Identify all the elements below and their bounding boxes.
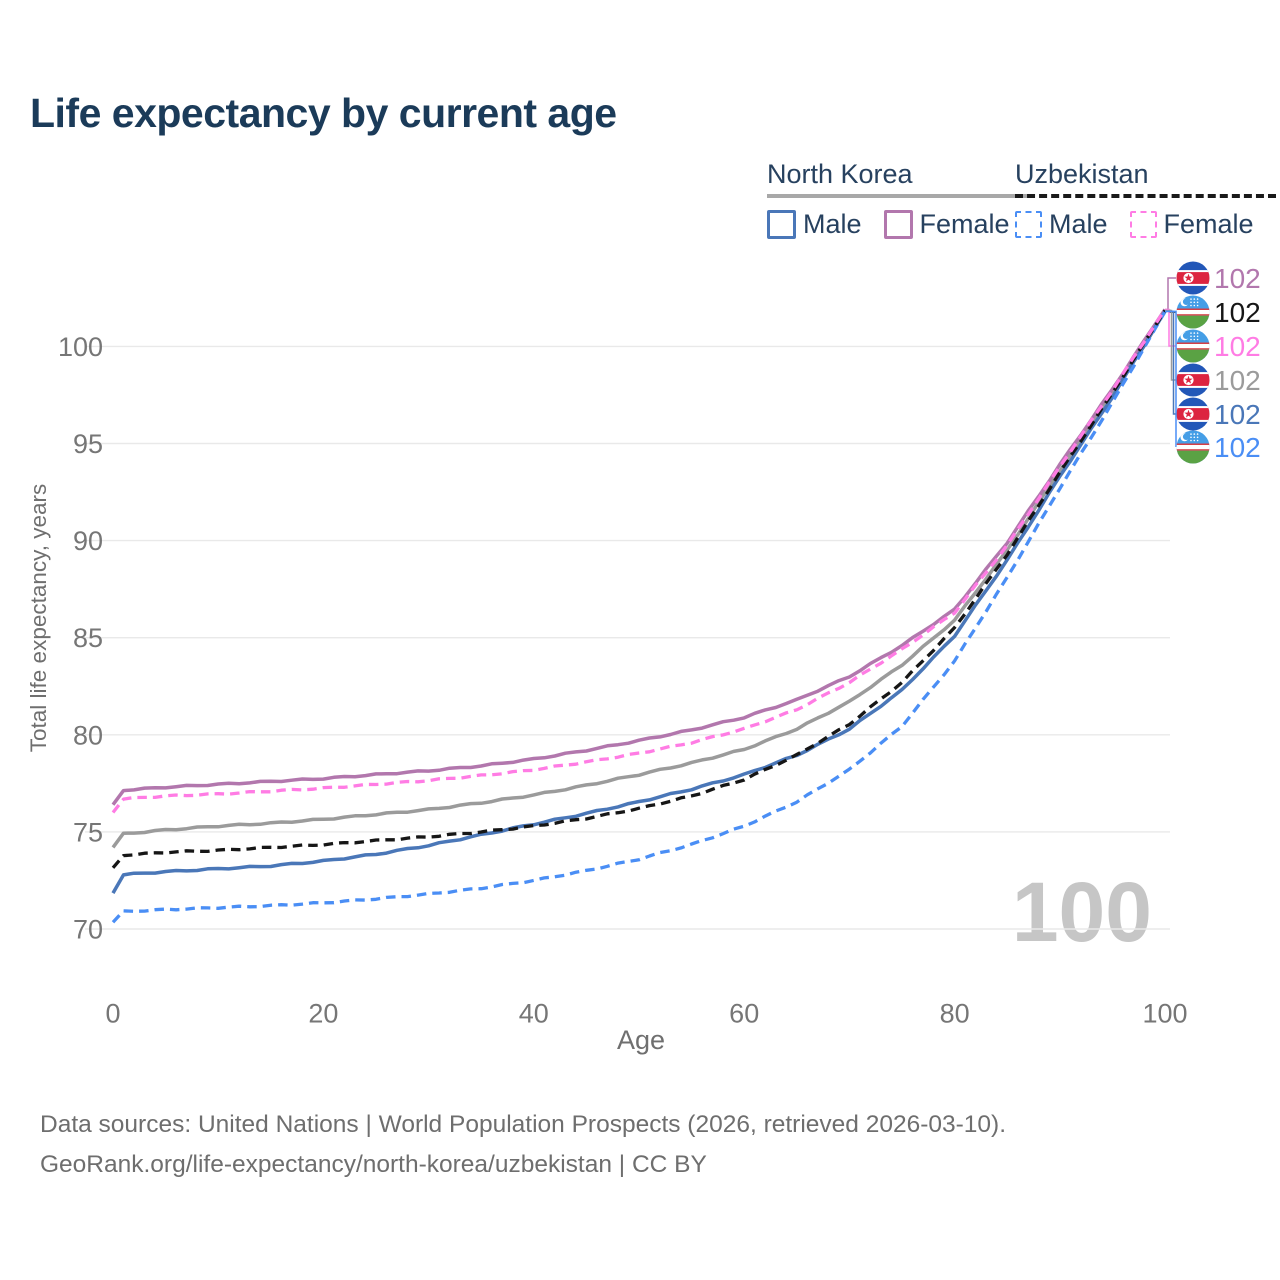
y-tick-80: 80 — [73, 720, 103, 750]
end-label-leader-nk-male — [1165, 310, 1176, 415]
y-tick-85: 85 — [73, 623, 103, 653]
series-layer — [111, 308, 1167, 924]
nk-female-swatch-icon — [883, 209, 913, 239]
legend-country-label-uzbekistan: Uzbekistan — [1015, 159, 1149, 189]
end-value-label-nk-male: 102 — [1214, 399, 1261, 430]
series-line-uz-female — [111, 308, 1167, 814]
series-line-nk-male — [111, 310, 1167, 894]
legend-item-label: Male — [1049, 208, 1108, 239]
series-line-nk-female — [111, 308, 1167, 806]
legend-item-label: Male — [803, 208, 862, 239]
series-line-nk-total — [111, 309, 1167, 849]
uz-male-swatch-icon — [1015, 210, 1042, 238]
y-axis-title: Total life expectancy, years — [26, 484, 51, 752]
end-label-leader-nk-female — [1165, 277, 1176, 311]
uzbekistan-flag-icon — [1177, 330, 1210, 363]
uzbekistan-flag-icon — [1177, 296, 1210, 329]
age-watermark: 100 — [1012, 865, 1152, 959]
legend-linestyle-dashed — [1015, 193, 1276, 198]
nk-male-swatch-icon — [767, 209, 796, 239]
legend-item-label: Female — [1163, 208, 1254, 239]
legend-item-uz-female[interactable]: Female — [1129, 208, 1254, 240]
y-tick-70: 70 — [73, 914, 103, 944]
x-tick-100: 100 — [1142, 998, 1187, 1028]
north-korea-flag-icon — [1177, 398, 1210, 431]
series-line-uz-male — [111, 310, 1167, 924]
legend-item-label: Female — [919, 208, 1010, 239]
x-tick-0: 0 — [105, 998, 120, 1028]
x-tick-20: 20 — [308, 998, 338, 1028]
legend-item-nk-female[interactable]: Female — [883, 208, 1010, 240]
legend-linestyle-solid — [767, 193, 1032, 198]
y-tick-90: 90 — [73, 526, 103, 556]
end-value-label-uz-total: 102 — [1214, 297, 1261, 328]
footer-data-sources: Data sources: United Nations | World Pop… — [40, 1111, 1007, 1138]
uz-female-swatch-icon — [1129, 210, 1157, 238]
x-tick-80: 80 — [940, 998, 970, 1028]
x-axis-title: Age — [617, 1025, 665, 1055]
end-label-leader-uz-female — [1165, 308, 1176, 347]
footer-attribution: GeoRank.org/life-expectancy/north-korea/… — [40, 1151, 707, 1178]
legend-group-uzbekistan[interactable]: Uzbekistan Male Female — [1015, 159, 1276, 240]
end-label-leader-uz-male — [1165, 310, 1177, 447]
axis-layer: 70 75 80 85 90 95 100 0 20 40 60 80 100 Age Total life… — [26, 332, 1188, 1055]
end-value-label-uz-female: 102 — [1214, 331, 1261, 362]
y-tick-95: 95 — [73, 429, 103, 459]
page-title: Life expectancy by current age — [30, 90, 617, 136]
end-value-label-nk-total: 102 — [1214, 365, 1261, 396]
north-korea-flag-icon — [1177, 364, 1210, 397]
grid-layer — [85, 345, 1170, 930]
legend-item-nk-male[interactable]: Male — [767, 209, 862, 240]
north-korea-flag-icon — [1177, 262, 1210, 295]
legend-country-label-north-korea: North Korea — [767, 159, 913, 189]
uzbekistan-flag-icon — [1177, 431, 1210, 464]
watermark-layer: 100 — [1012, 865, 1152, 959]
end-value-label-nk-female: 102 — [1214, 263, 1261, 294]
legend-group-north-korea[interactable]: North Korea Male Female — [767, 159, 1032, 240]
series-line-uz-total — [111, 309, 1167, 869]
end-value-label-uz-male: 102 — [1214, 432, 1261, 463]
y-tick-100: 100 — [58, 332, 103, 362]
x-tick-40: 40 — [519, 998, 549, 1028]
legend-item-uz-male[interactable]: Male — [1015, 209, 1108, 240]
x-tick-60: 60 — [729, 998, 759, 1028]
y-tick-75: 75 — [73, 817, 103, 847]
